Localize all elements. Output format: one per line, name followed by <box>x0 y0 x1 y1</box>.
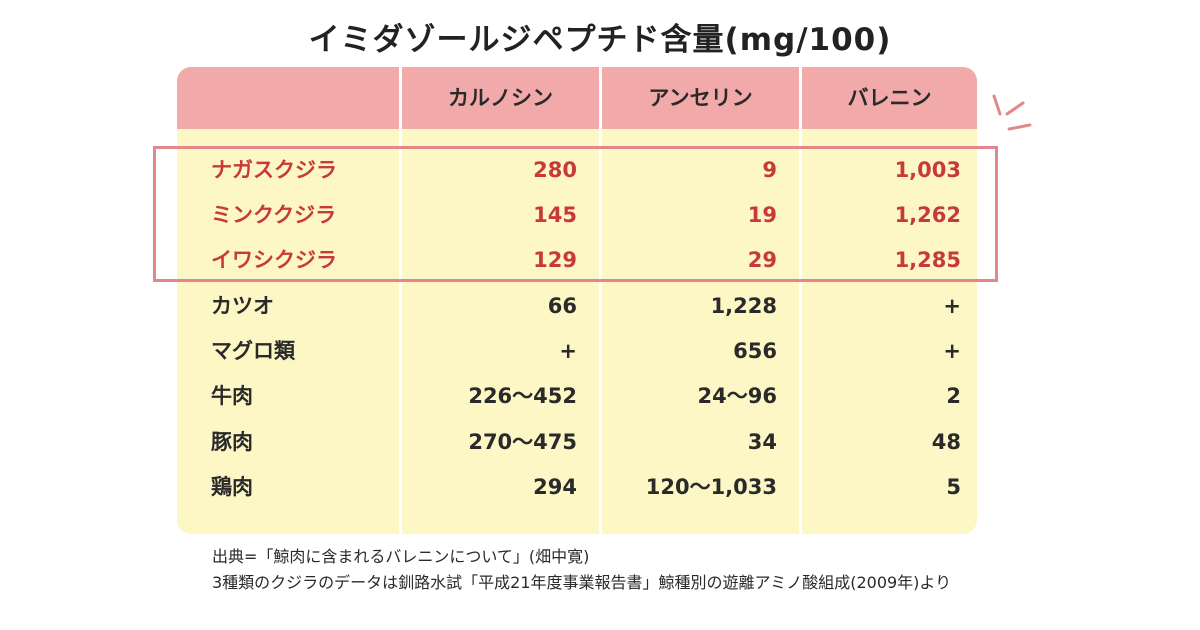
carnosine-value: 270〜475 <box>468 430 577 454</box>
row-name: マグロ類 <box>211 339 295 363</box>
header-anserine: アンセリン <box>648 86 753 110</box>
row-name: ミンククジラ <box>211 203 337 227</box>
balenine-value: 5 <box>946 475 961 499</box>
table-row: マグロ類 + 656 + <box>177 329 977 373</box>
table-row: ミンククジラ 145 19 1,262 <box>177 193 977 237</box>
balenine-value: 1,262 <box>894 203 961 227</box>
balenine-value: 2 <box>946 384 961 408</box>
table-row: カツオ 66 1,228 + <box>177 284 977 328</box>
carnosine-value: 145 <box>533 203 577 227</box>
column-divider <box>399 67 402 534</box>
header-empty <box>177 67 399 129</box>
row-name: ナガスクジラ <box>211 158 337 182</box>
anserine-value: 9 <box>762 158 777 182</box>
data-table: カルノシン アンセリン バレニン ナガスクジラ 280 9 1,003 ミンクク… <box>177 67 977 534</box>
column-divider <box>799 67 802 534</box>
carnosine-value: + <box>559 339 577 363</box>
row-name: 鶏肉 <box>211 475 253 499</box>
row-name: カツオ <box>211 294 274 318</box>
anserine-value: 120〜1,033 <box>645 475 777 499</box>
carnosine-value: 294 <box>533 475 577 499</box>
anserine-value: 1,228 <box>710 294 777 318</box>
header-carnosine: カルノシン <box>448 86 553 110</box>
table-row: 鶏肉 294 120〜1,033 5 <box>177 465 977 509</box>
data-note: 3種類のクジラのデータは釧路水試「平成21年度事業報告書」鯨種別の遊離アミノ酸組… <box>212 573 952 592</box>
anserine-value: 24〜96 <box>697 384 777 408</box>
anserine-value: 19 <box>747 203 777 227</box>
balenine-value: + <box>943 294 961 318</box>
anserine-value: 656 <box>733 339 777 363</box>
balenine-value: 1,003 <box>894 158 961 182</box>
table-row: イワシクジラ 129 29 1,285 <box>177 238 977 282</box>
header-balenine: バレニン <box>847 86 932 110</box>
page-title: イミダゾールジペプチド含量(mg/100) <box>308 22 892 58</box>
row-name: 牛肉 <box>211 384 253 408</box>
whale-highlight-box <box>153 146 998 282</box>
row-name: イワシクジラ <box>211 248 337 272</box>
emphasis-marks-icon <box>992 94 1032 131</box>
anserine-value: 29 <box>747 248 777 272</box>
balenine-value: 1,285 <box>894 248 961 272</box>
row-name: 豚肉 <box>211 430 253 454</box>
anserine-value: 34 <box>747 430 777 454</box>
carnosine-value: 280 <box>533 158 577 182</box>
table-header-row: カルノシン アンセリン バレニン <box>177 67 977 129</box>
carnosine-value: 129 <box>533 248 577 272</box>
source-notes: 出典=「鯨肉に含まれるバレニンについて」(畑中寛) 3種類のクジラのデータは釧路… <box>212 546 992 598</box>
carnosine-value: 66 <box>547 294 577 318</box>
balenine-value: 48 <box>931 430 961 454</box>
table-row: 牛肉 226〜452 24〜96 2 <box>177 374 977 418</box>
table-row: 豚肉 270〜475 34 48 <box>177 420 977 464</box>
carnosine-value: 226〜452 <box>468 384 577 408</box>
column-divider <box>599 67 602 534</box>
table-row: ナガスクジラ 280 9 1,003 <box>177 148 977 192</box>
balenine-value: + <box>943 339 961 363</box>
source-citation: 出典=「鯨肉に含まれるバレニンについて」(畑中寛) <box>212 547 590 566</box>
